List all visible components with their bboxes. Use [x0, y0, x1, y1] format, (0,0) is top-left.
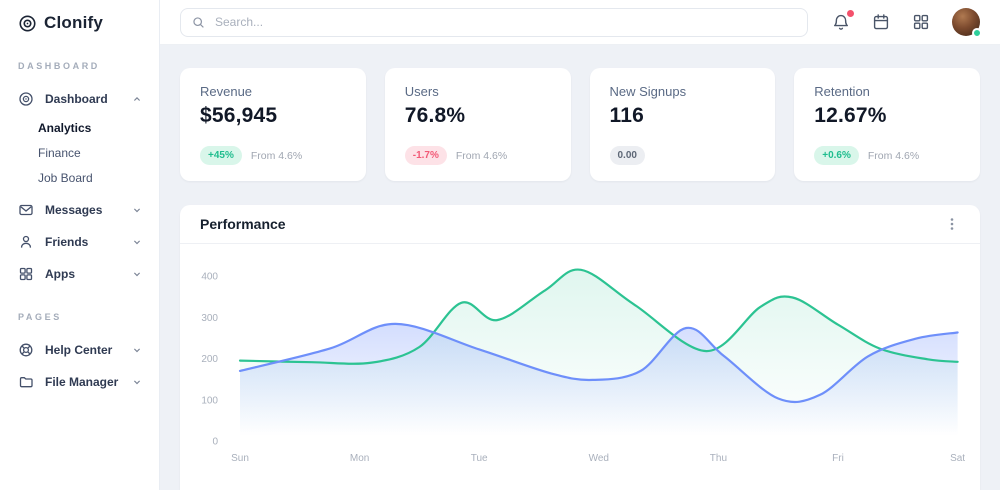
sidebar-subitem-finance[interactable]: Finance: [38, 145, 81, 160]
grid-icon: [19, 267, 33, 281]
section-label-dashboard: DASHBOARD: [18, 61, 100, 71]
y-tick-label: 0: [212, 437, 218, 448]
brand-name: Clonify: [44, 13, 104, 32]
x-tick-label: Fri: [832, 453, 844, 464]
stat-footer: -1.7% From 4.6%: [404, 146, 508, 165]
sidebar-subitem-job-board[interactable]: Job Board: [38, 170, 93, 185]
chart-title: Performance: [200, 216, 286, 232]
search-input[interactable]: [213, 14, 796, 30]
stat-value: 12.67%: [814, 104, 887, 127]
sidebar-item-label: File Manager: [45, 375, 119, 389]
sidebar-item-friends[interactable]: Friends: [0, 226, 159, 258]
sidebar-item-messages[interactable]: Messages: [0, 194, 159, 226]
stat-value: 116: [609, 104, 644, 127]
sidebar-item-label: Apps: [45, 267, 75, 281]
sidebar-item-label: Help Center: [45, 343, 113, 357]
sidebar-item-dashboard[interactable]: Dashboard: [0, 83, 159, 115]
sidebar-item-file-manager[interactable]: File Manager: [0, 366, 159, 398]
x-tick-label: Tue: [471, 453, 488, 464]
x-tick-label: Thu: [710, 453, 727, 464]
y-tick-label: 200: [201, 354, 218, 365]
section-label-pages: PAGES: [18, 312, 62, 322]
sidebar-item-label: Friends: [45, 235, 89, 249]
stat-title: Users: [404, 84, 439, 99]
stat-caption: From 4.6%: [867, 149, 920, 162]
bell-icon: [834, 14, 848, 30]
notification-dot: [847, 10, 854, 17]
dashboard-sub-list: Analytics Finance Job Board: [0, 115, 159, 190]
clonify-logo-icon: [19, 14, 36, 32]
stat-value: 76.8%: [404, 104, 466, 127]
person-icon: [20, 235, 32, 248]
x-tick-label: Wed: [589, 453, 609, 464]
chevron-down-icon: [133, 348, 141, 353]
stat-value: $56,945: [200, 104, 278, 127]
chart-body: 0 100 200 300 400 Sun Mon Tue Wed Thu Fri Sat: [180, 244, 980, 489]
stat-card-new-signups: New Signups 116 0.00: [589, 68, 776, 181]
stat-title: Retention: [814, 84, 870, 99]
stat-title: New Signups: [609, 84, 687, 99]
sidebar-item-label: Messages: [45, 203, 103, 217]
grid-large-icon: [913, 14, 929, 30]
chart-header: Performance: [180, 205, 980, 244]
clonify-mark-icon: [19, 92, 33, 106]
x-tick-label: Sun: [231, 453, 249, 464]
kebab-menu-icon[interactable]: [944, 216, 960, 232]
apps-launcher-button[interactable]: [912, 13, 930, 31]
status-badge: -1.7%: [404, 146, 447, 165]
calendar-icon: [873, 14, 889, 30]
chevron-down-icon: [133, 272, 141, 277]
topbar-actions: [832, 8, 982, 38]
notifications-button[interactable]: [832, 10, 854, 31]
sidebar-item-apps[interactable]: Apps: [0, 258, 159, 290]
y-tick-label: 100: [201, 395, 218, 406]
chevron-down-icon: [133, 208, 141, 213]
status-badge: +45%: [200, 146, 242, 165]
status-badge: +0.6%: [814, 146, 859, 165]
stat-caption: From 4.6%: [250, 149, 303, 162]
x-tick-label: Sat: [950, 453, 965, 464]
area-series-1: [240, 323, 958, 441]
sidebar-item-label: Dashboard: [45, 92, 108, 106]
folder-icon: [19, 377, 33, 388]
online-status-dot: [972, 28, 982, 38]
stat-footer: +0.6% From 4.6%: [814, 146, 919, 165]
search-icon: [193, 16, 204, 28]
performance-card: Performance 0 100 200 300 400 Sun Mon Tue Wed Thu…: [180, 205, 980, 490]
stat-title: Revenue: [200, 84, 253, 99]
y-tick-label: 400: [201, 272, 218, 283]
sidebar: Clonify DASHBOARD Dashboard Analytics Fi…: [0, 0, 160, 490]
lifebuoy-icon: [19, 343, 33, 357]
stat-card-retention: Retention 12.67% +0.6% From 4.6%: [794, 68, 980, 181]
x-tick-label: Mon: [350, 453, 369, 464]
stat-footer: +45% From 4.6%: [200, 146, 302, 165]
avatar[interactable]: [952, 8, 982, 38]
topbar: [160, 0, 1000, 45]
sidebar-item-help-center[interactable]: Help Center: [0, 334, 159, 366]
chevron-down-icon: [133, 380, 141, 385]
envelope-icon: [19, 204, 33, 216]
line-series-0: [238, 268, 959, 365]
stat-card-users: Users 76.8% -1.7% From 4.6%: [384, 68, 571, 181]
stat-footer: 0.00: [609, 146, 654, 165]
stat-card-revenue: Revenue $56,945 +45% From 4.6%: [180, 68, 366, 181]
search-box[interactable]: [180, 7, 808, 37]
sidebar-subitem-analytics[interactable]: Analytics: [38, 120, 92, 135]
calendar-button[interactable]: [872, 13, 890, 31]
stat-caption: From 4.6%: [455, 149, 508, 162]
performance-chart: 0 100 200 300 400 Sun Mon Tue Wed Thu Fri Sat: [201, 268, 965, 464]
y-tick-label: 300: [201, 313, 218, 324]
stats-row: Revenue $56,945 +45% From 4.6% Users 76.…: [180, 68, 980, 181]
line-series-1: [238, 322, 959, 404]
chevron-up-icon: [133, 97, 141, 101]
brand-logo[interactable]: Clonify: [0, 0, 159, 33]
status-badge: 0.00: [609, 146, 645, 165]
chevron-down-icon: [133, 240, 141, 245]
